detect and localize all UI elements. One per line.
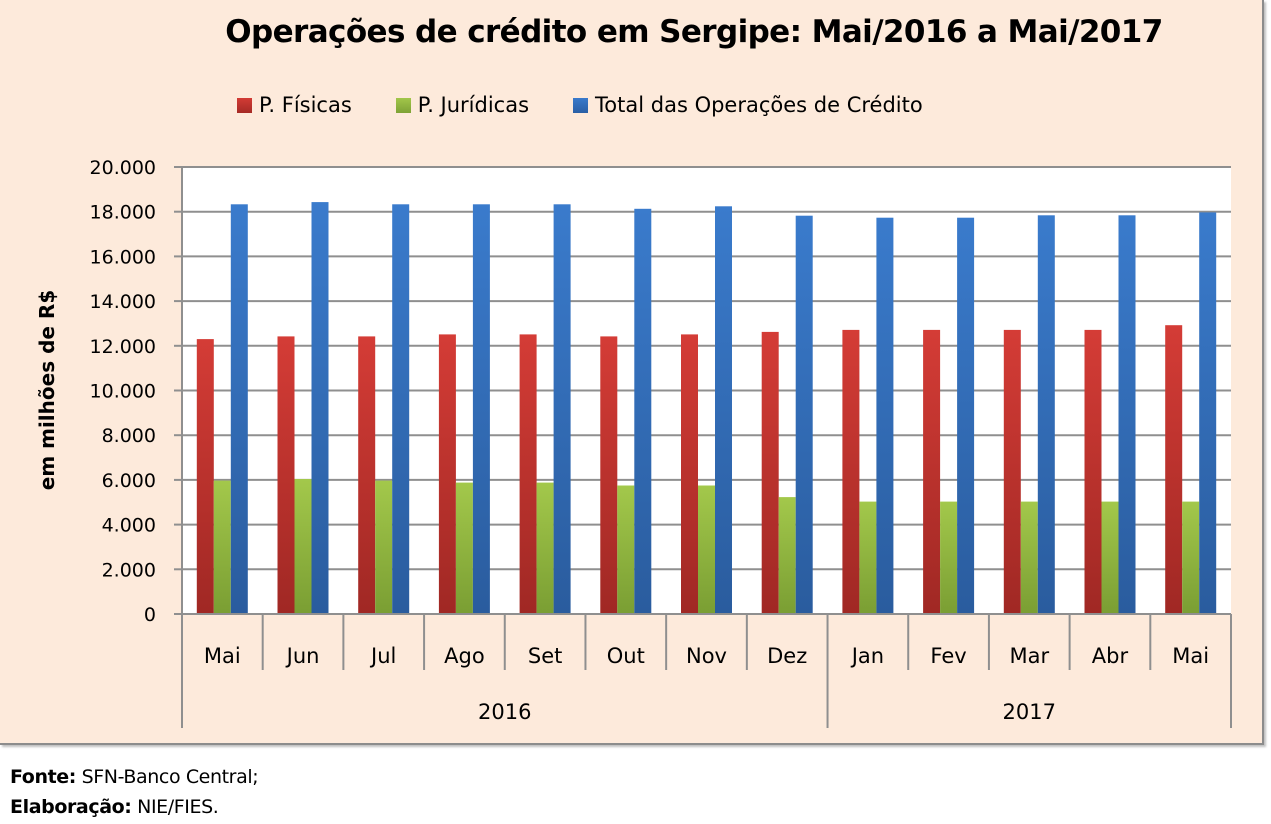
y-tick-label: 4.000: [102, 515, 156, 537]
y-tick-label: 20.000: [90, 157, 156, 179]
bar-juridicas: [1101, 501, 1119, 614]
y-axis-label: em milhões de R$: [35, 290, 59, 491]
legend-swatch-total: [573, 97, 589, 113]
bar-total: [392, 204, 410, 615]
bar-fisicas: [1084, 329, 1102, 614]
footer: Fonte: SFN-Banco Central; Elaboração: NI…: [10, 762, 259, 822]
y-tick-label: 14.000: [90, 291, 156, 313]
bar-juridicas: [940, 501, 958, 614]
y-tick-label: 0: [144, 604, 156, 626]
bar-fisicas: [681, 334, 698, 614]
x-category-label: Set: [528, 644, 562, 668]
bar-total: [715, 206, 732, 615]
bar-total: [876, 217, 894, 614]
bar-fisicas: [600, 336, 618, 614]
x-category-label: Out: [607, 644, 645, 668]
x-category-label: Jul: [369, 644, 396, 668]
bar-juridicas: [617, 485, 635, 614]
bar-total: [795, 215, 813, 614]
footer-source-label: Fonte:: [10, 766, 76, 788]
y-tick-label: 10.000: [90, 381, 156, 403]
bar-fisicas: [1003, 329, 1021, 614]
bar-total: [957, 217, 975, 614]
x-category-label: Mar: [1009, 644, 1049, 668]
bar-total: [553, 204, 571, 615]
chart-title: Operações de crédito em Sergipe: Mai/201…: [225, 14, 1163, 50]
bar-juridicas: [859, 501, 877, 614]
legend-label-fisicas: P. Físicas: [259, 93, 352, 117]
bar-juridicas: [1182, 501, 1200, 614]
bar-juridicas: [375, 480, 393, 614]
x-category-label: Mai: [204, 644, 241, 668]
x-category-label: Jan: [850, 644, 884, 668]
legend-item-total: Total das Operações de Crédito: [573, 93, 923, 117]
legend-swatch-juridicas: [395, 97, 411, 113]
bar-juridicas: [455, 482, 473, 614]
bar-total: [1118, 215, 1136, 615]
legend-swatch-fisicas: [237, 97, 252, 113]
bar-juridicas: [536, 482, 554, 614]
y-tick-label: 18.000: [90, 202, 156, 224]
legend-item-juridicas: P. Jurídicas: [395, 93, 530, 117]
bar-total: [1199, 212, 1217, 614]
footer-source: Fonte: SFN-Banco Central;: [10, 762, 259, 792]
legend-label-juridicas: P. Jurídicas: [417, 93, 530, 117]
y-tick-label: 8.000: [102, 425, 156, 447]
legend-label-total: Total das Operações de Crédito: [595, 93, 923, 117]
gridlines: [182, 166, 1231, 571]
bar-fisicas: [1165, 325, 1183, 614]
footer-credit: Elaboração: NIE/FIES.: [10, 792, 258, 822]
legend: P. Físicas P. Jurídicas Total das Operaç…: [237, 93, 923, 117]
bar-juridicas: [213, 480, 231, 614]
bar-juridicas: [294, 479, 312, 614]
y-tick-label: 12.000: [90, 336, 156, 358]
bar-fisicas: [358, 336, 376, 614]
axes: [174, 166, 1232, 728]
x-category-label: Jun: [285, 644, 320, 668]
bar-fisicas: [438, 334, 456, 614]
bar-juridicas: [1020, 501, 1038, 614]
chart-plot: 0 2.000 4.000 6.000 8.000 10.000 12.000 14.000 1…: [35, 157, 1232, 728]
x-category-label: Mai: [1172, 644, 1209, 668]
footer-credit-label: Elaboração:: [10, 796, 132, 818]
x-group-label: 2016: [478, 700, 531, 724]
footer-source-value: SFN-Banco Central;: [75, 766, 259, 788]
x-category-labels: Mai Jun Jul Ago Set Out Nov Dez Jan Fev Mar Abr Mai 2…: [204, 644, 1209, 724]
bar-juridicas: [698, 485, 715, 614]
bar-juridicas: [778, 497, 796, 614]
bar-total: [311, 202, 329, 614]
bar-total: [1037, 215, 1055, 615]
bar-fisicas: [842, 329, 860, 614]
bar-total: [230, 204, 248, 615]
legend-item-fisicas: P. Físicas: [237, 93, 352, 117]
bar-fisicas: [761, 331, 779, 614]
y-tick-labels: 0 2.000 4.000 6.000 8.000 10.000 12.000 14.000 1…: [90, 157, 156, 626]
y-tick-label: 6.000: [102, 470, 156, 492]
bar-fisicas: [196, 339, 214, 614]
bars: [196, 202, 1217, 615]
footer-credit-value: NIE/FIES.: [131, 796, 219, 818]
bar-fisicas: [519, 334, 537, 614]
x-category-label: Nov: [686, 644, 727, 668]
bar-fisicas: [923, 329, 941, 614]
x-category-label: Abr: [1092, 644, 1129, 668]
x-category-label: Fev: [930, 644, 966, 668]
bar-fisicas: [277, 336, 295, 614]
y-tick-label: 2.000: [102, 559, 156, 581]
x-group-label: 2017: [1003, 700, 1056, 724]
x-category-label: Dez: [767, 644, 807, 668]
y-tick-label: 16.000: [90, 246, 156, 268]
bar-total: [634, 208, 652, 615]
x-category-label: Ago: [444, 644, 485, 668]
bar-total: [472, 204, 490, 615]
